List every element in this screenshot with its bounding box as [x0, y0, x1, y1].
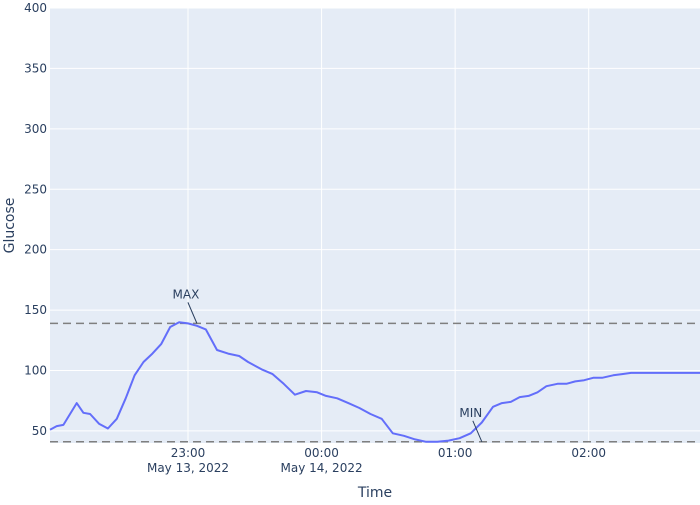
- grid-layer: [50, 7, 700, 443]
- y-tick-label: 150: [24, 303, 47, 317]
- glucose-series-line: [49, 321, 700, 443]
- x-tick-label: 02:00: [571, 446, 606, 460]
- annotation-layer: MAX MIN: [173, 287, 483, 442]
- x-axis-title: Time: [357, 485, 392, 500]
- reference-line-layer: [50, 322, 700, 443]
- y-tick-label: 300: [24, 122, 47, 136]
- annotation-arrow: [472, 420, 483, 442]
- x-tick-label: 00:00: [304, 446, 339, 460]
- x-tick-label: 23:00: [171, 446, 206, 460]
- y-tick-label: 400: [24, 1, 47, 15]
- y-tick-label: 200: [24, 243, 47, 257]
- x-tick-date-label: May 14, 2022: [281, 461, 363, 475]
- annotation-max: MAX: [173, 287, 200, 301]
- series-layer: [49, 321, 700, 443]
- y-tick-label: 250: [24, 182, 47, 196]
- x-tick-date-label: May 13, 2022: [147, 461, 229, 475]
- y-tick-label: 100: [24, 364, 47, 378]
- y-axis-title: Glucose: [2, 198, 18, 254]
- x-tick-label: 01:00: [438, 446, 473, 460]
- annotation-min: MIN: [459, 406, 482, 420]
- y-tick-label: 50: [32, 424, 47, 438]
- y-tick-label: 350: [24, 61, 47, 75]
- y-tick-labels: 50 100 150 200 250 300 350 400: [24, 1, 47, 438]
- annotation-arrow: [187, 302, 198, 324]
